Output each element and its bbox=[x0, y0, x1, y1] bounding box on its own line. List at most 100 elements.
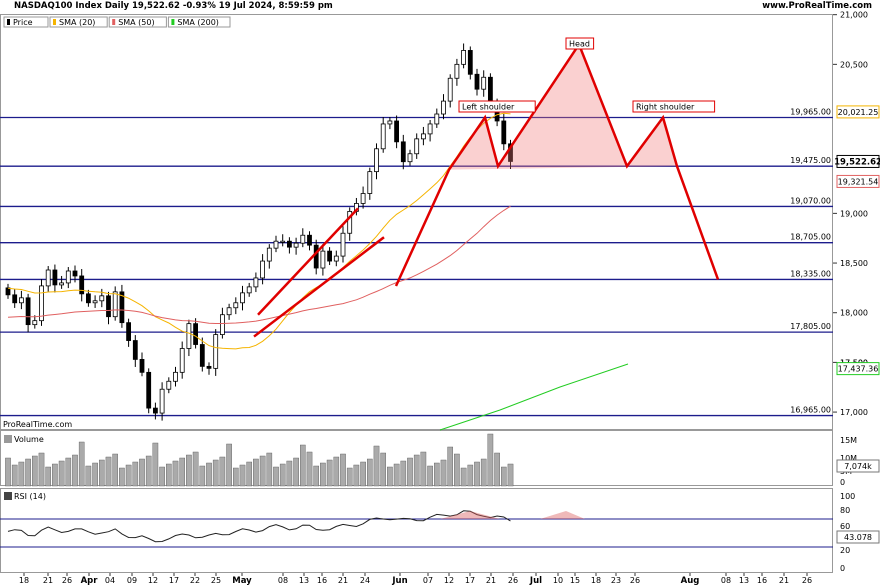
candle-up bbox=[414, 138, 420, 155]
volume-bar bbox=[112, 453, 118, 487]
price-tag-label: 19,321.54 bbox=[838, 177, 879, 186]
candle-up bbox=[293, 242, 299, 248]
x-tick-label: 26 bbox=[508, 576, 518, 585]
candle-up bbox=[219, 314, 225, 335]
candle-up bbox=[320, 250, 326, 269]
candle-up bbox=[461, 50, 467, 65]
x-tick-label: 24 bbox=[360, 576, 370, 585]
candle bbox=[199, 337, 205, 372]
candle-up bbox=[273, 240, 279, 249]
x-tick-label: 10 bbox=[553, 576, 563, 585]
channel-upper-line bbox=[257, 207, 359, 316]
candle-up bbox=[407, 153, 413, 163]
volume-bar bbox=[454, 453, 460, 487]
volume-axis-label: 15M bbox=[840, 436, 857, 445]
candle-up bbox=[18, 297, 24, 304]
candle bbox=[25, 293, 31, 333]
volume-bar bbox=[11, 464, 18, 487]
volume-bar bbox=[32, 455, 38, 487]
candle bbox=[186, 319, 192, 357]
volume-bar bbox=[206, 462, 212, 487]
left-shoulder-label-box bbox=[458, 100, 536, 113]
price-tag bbox=[836, 174, 880, 188]
volume-axis-label: 0 bbox=[840, 478, 845, 487]
volume-bar bbox=[353, 464, 360, 487]
candle bbox=[407, 149, 413, 166]
candle-down bbox=[52, 269, 58, 286]
volume-bar bbox=[85, 465, 92, 487]
right-shoulder-label: Right shoulder bbox=[636, 103, 695, 112]
legend-item bbox=[49, 16, 108, 28]
volume-bar bbox=[92, 462, 98, 487]
candle-down bbox=[152, 407, 158, 414]
candle-up bbox=[92, 300, 98, 304]
header-title: NASDAQ100 Index Daily 19,522.62 -0.93% 1… bbox=[14, 1, 333, 11]
candle bbox=[394, 115, 400, 149]
candle bbox=[72, 265, 78, 283]
volume-bar bbox=[427, 465, 433, 487]
head-shoulders-area bbox=[449, 44, 677, 170]
volume-bar bbox=[407, 457, 413, 487]
volume-bar bbox=[232, 467, 239, 487]
sma-50-line bbox=[7, 205, 511, 324]
volume-bar bbox=[152, 442, 159, 487]
rsi-axis-label: 60 bbox=[840, 522, 850, 531]
candle bbox=[441, 94, 446, 120]
header-source[interactable]: www.ProRealTime.com bbox=[762, 1, 872, 11]
x-tick-label: 18 bbox=[591, 576, 601, 585]
candle-up bbox=[32, 320, 38, 326]
candle bbox=[434, 108, 440, 128]
x-tick-label: 26 bbox=[630, 576, 640, 585]
x-tick-label: 18 bbox=[19, 576, 29, 585]
volume-bar bbox=[199, 465, 206, 487]
candle-up bbox=[39, 285, 44, 322]
volume-bar bbox=[239, 464, 246, 487]
candle bbox=[193, 318, 199, 349]
candle-up bbox=[179, 348, 185, 373]
candle-up bbox=[186, 323, 192, 349]
candle-down bbox=[146, 371, 152, 409]
x-tick-label: Jul bbox=[529, 576, 542, 586]
volume-bar bbox=[393, 463, 400, 487]
x-tick-label: 26 bbox=[62, 576, 72, 585]
x-tick-label: May bbox=[232, 576, 252, 586]
volume-label: Volume bbox=[14, 435, 44, 444]
volume-bar bbox=[373, 445, 380, 487]
candle bbox=[420, 126, 426, 146]
candle bbox=[313, 239, 319, 275]
candle-up bbox=[441, 100, 446, 115]
head-label-box bbox=[565, 37, 595, 50]
candle-up bbox=[380, 123, 386, 150]
candle-up bbox=[233, 302, 239, 309]
legend-item bbox=[167, 16, 231, 28]
candle-up bbox=[260, 260, 266, 279]
candle-up bbox=[340, 232, 346, 257]
candle bbox=[454, 58, 460, 86]
volume-bar bbox=[279, 463, 286, 487]
candle-up bbox=[266, 247, 272, 262]
candle bbox=[327, 247, 333, 266]
x-tick-label: 23 bbox=[611, 576, 621, 585]
candle-up bbox=[300, 234, 306, 244]
x-tick-label: 21 bbox=[486, 576, 496, 585]
watermark: ProRealTime.com bbox=[3, 420, 72, 429]
candle-up bbox=[454, 63, 460, 79]
volume-bar bbox=[286, 460, 293, 487]
legend-box bbox=[49, 16, 108, 28]
candle-down bbox=[487, 76, 493, 105]
candle-down bbox=[400, 141, 406, 163]
level-label: 19,965.00 bbox=[790, 108, 831, 117]
level-label: 19,475.00 bbox=[790, 156, 831, 165]
rsi-axis-label: 20 bbox=[840, 546, 850, 555]
x-tick-label: 13 bbox=[739, 576, 749, 585]
candle-down bbox=[474, 73, 480, 90]
legend-box bbox=[167, 16, 231, 28]
candle bbox=[307, 231, 312, 251]
volume-bar bbox=[273, 466, 279, 487]
candle bbox=[39, 278, 44, 326]
candle bbox=[240, 285, 245, 311]
candle-down bbox=[86, 293, 91, 304]
rsi-overbought-area bbox=[440, 511, 585, 519]
volume-bar bbox=[487, 433, 494, 487]
